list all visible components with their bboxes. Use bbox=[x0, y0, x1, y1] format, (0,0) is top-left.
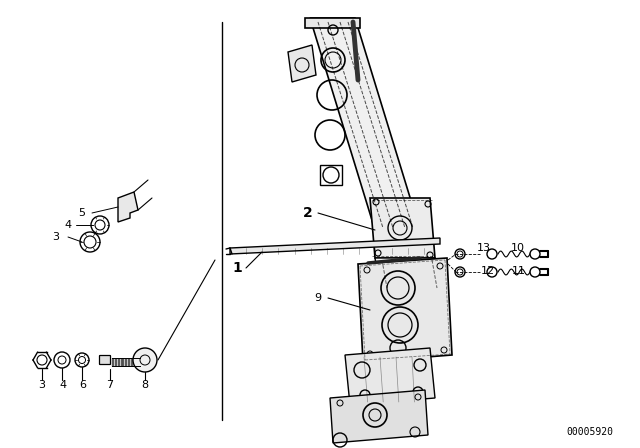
Text: 5: 5 bbox=[79, 208, 86, 218]
Polygon shape bbox=[358, 258, 452, 362]
Text: 3: 3 bbox=[38, 380, 45, 390]
Text: 2: 2 bbox=[303, 206, 313, 220]
Text: 4: 4 bbox=[65, 220, 72, 230]
Polygon shape bbox=[370, 198, 435, 258]
Polygon shape bbox=[118, 192, 138, 222]
Polygon shape bbox=[288, 45, 316, 82]
Text: 1: 1 bbox=[232, 261, 242, 275]
Polygon shape bbox=[305, 18, 360, 28]
Text: 7: 7 bbox=[106, 380, 113, 390]
Polygon shape bbox=[310, 18, 420, 230]
Polygon shape bbox=[320, 165, 342, 185]
Text: 3: 3 bbox=[52, 232, 60, 242]
Text: 6: 6 bbox=[79, 380, 86, 390]
FancyBboxPatch shape bbox=[99, 356, 111, 365]
Text: 10: 10 bbox=[511, 243, 525, 253]
Text: 12: 12 bbox=[481, 266, 495, 276]
Text: 13: 13 bbox=[477, 243, 491, 253]
Polygon shape bbox=[375, 258, 440, 290]
Text: 4: 4 bbox=[60, 380, 67, 390]
Text: 00005920: 00005920 bbox=[566, 427, 614, 437]
Polygon shape bbox=[330, 390, 428, 443]
Polygon shape bbox=[230, 238, 440, 254]
Text: 11: 11 bbox=[512, 266, 526, 276]
Text: 8: 8 bbox=[141, 380, 148, 390]
Text: 9: 9 bbox=[314, 293, 321, 303]
Circle shape bbox=[133, 348, 157, 372]
Polygon shape bbox=[345, 348, 435, 405]
